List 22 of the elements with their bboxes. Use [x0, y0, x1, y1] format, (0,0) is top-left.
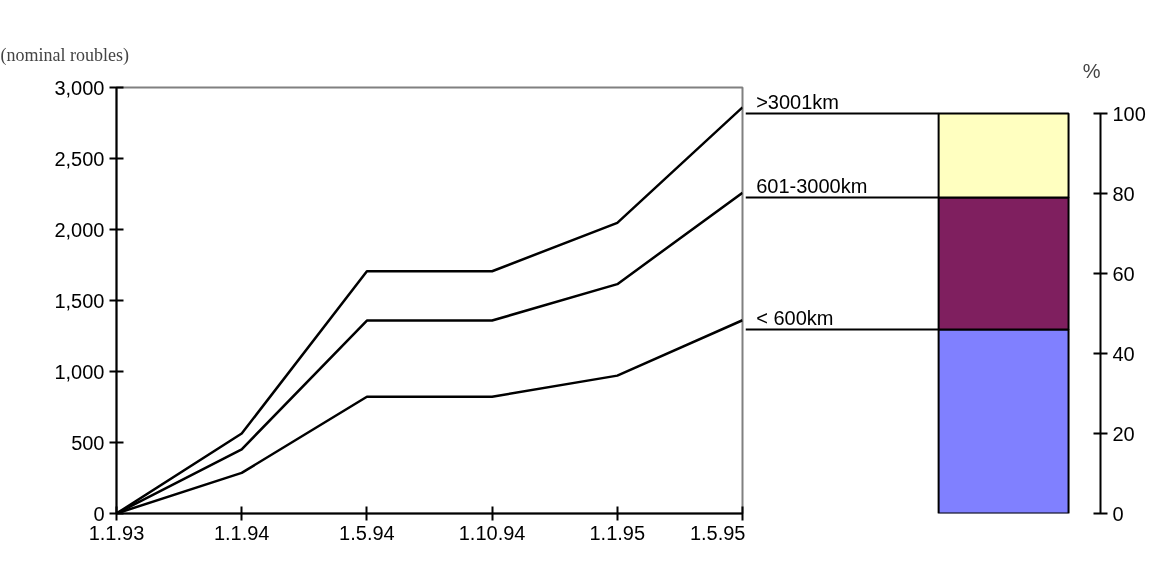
- x-tick-label: 1.10.94: [458, 521, 526, 544]
- x-tick-label: 1.5.95: [689, 521, 746, 544]
- y-axis-title: %: [1082, 59, 1101, 82]
- y-tick-label: 0: [1112, 502, 1124, 525]
- x-tick-label: 1.1.95: [589, 521, 646, 544]
- y-axis-title: (nominal roubles): [0, 45, 129, 66]
- y-tick-label: 2,500: [54, 147, 105, 170]
- y-tick-label: 60: [1112, 262, 1135, 285]
- y-tick-label: 500: [71, 431, 105, 454]
- text: 601-3000km: [756, 174, 868, 197]
- y-tick-label: 1,000: [54, 360, 105, 383]
- text: >3001km: [756, 90, 839, 113]
- y-tick-label: 40: [1112, 342, 1135, 365]
- y-tick-label: 100: [1112, 102, 1146, 125]
- x-tick-label: 1.5.94: [339, 521, 395, 544]
- y-tick-label: 20: [1112, 422, 1135, 445]
- text: < 600km: [756, 306, 834, 329]
- y-tick-label: 80: [1112, 182, 1135, 205]
- y-tick-label: 3,000: [54, 76, 105, 99]
- y-tick-label: 2,000: [54, 218, 105, 241]
- x-tick-label: 1.1.94: [213, 521, 270, 544]
- y-tick-label: 1,500: [54, 289, 105, 312]
